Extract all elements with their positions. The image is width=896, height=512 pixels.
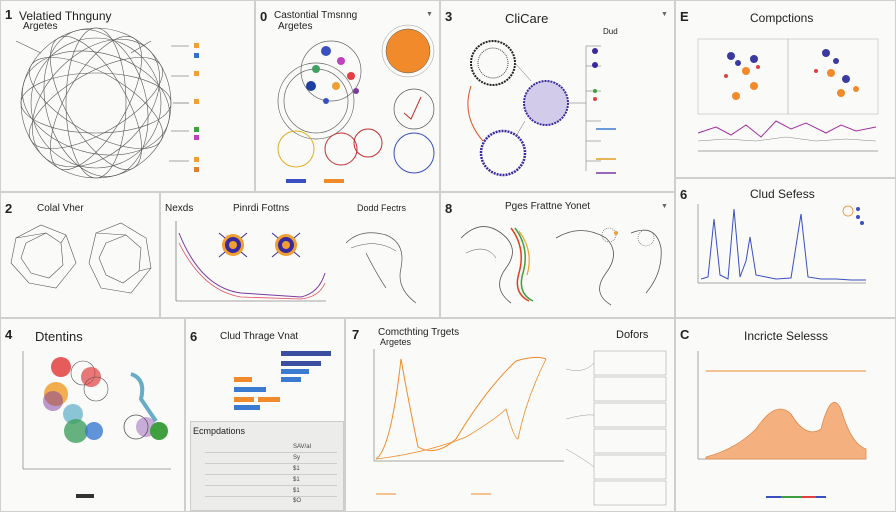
bar-orange: [234, 377, 252, 382]
panel-7-pges-frattne: 8 Pges Frattne Yonet ▼: [440, 192, 675, 318]
panel-number: 2: [5, 201, 13, 216]
panel-number: 4: [5, 327, 13, 342]
legend-swatch: [194, 157, 199, 162]
panel-title-mid: Pinrdi Fottns: [233, 203, 290, 214]
panel-title: Compctions: [750, 11, 814, 25]
legend-swatch: [194, 167, 199, 172]
panel-11-comcthting-trgets: 7 Comcthting Trgets Argetes Dofors: [345, 318, 675, 512]
orange-line-chart: [373, 349, 667, 506]
peak-line-chart: [697, 204, 866, 284]
compctions-diagram: [697, 38, 879, 152]
bar-blue: [281, 369, 309, 374]
table-row: Sy: [205, 455, 337, 464]
panel-9-dtentins: 4 Dtentins: [0, 318, 185, 512]
panel-title-left: Nexds: [165, 203, 194, 214]
table-row: $O: [293, 498, 302, 504]
panel-title: Incricte Selesss: [744, 329, 829, 343]
side-title: Dofors: [616, 329, 649, 341]
panel-number: 7: [352, 327, 360, 342]
bar-blue: [234, 405, 260, 410]
panel-header: Dud: [603, 27, 618, 36]
decay-chart-and-molecules: [175, 221, 417, 304]
panel-8-clud-sefess: 6 Clud Sefess: [675, 178, 896, 318]
chevron-down-icon[interactable]: ▼: [426, 11, 433, 18]
panel-title: Velatied Thnguny: [19, 9, 112, 23]
panel-4-compctions: E Compctions: [675, 0, 896, 178]
bar-dark-blue: [281, 351, 331, 356]
panel-1-velatied-thnguny: 1 Velatied Thnguny Argetes: [0, 0, 255, 192]
panel-title: Clud Sefess: [750, 187, 815, 201]
cell-network-diagram: [467, 40, 616, 177]
rosette-diagram: [15, 27, 189, 179]
panel-12-incricte-selesss: C Incricte Selesss: [675, 318, 896, 512]
area-chart: [697, 351, 867, 498]
panel-title: Comcthting Trgets: [378, 327, 460, 338]
panel-subtitle: Argetes: [380, 337, 412, 347]
panel-number: 8: [445, 201, 453, 216]
table-row: $1: [205, 488, 337, 497]
protein-strands-diagram: [460, 226, 662, 306]
table-row: SAV/al: [205, 444, 337, 453]
panel-3-clicare: 3 CliCare Dud ▼: [440, 0, 675, 192]
bar-dark-blue: [281, 361, 321, 366]
bar-blue: [281, 377, 301, 382]
panel-number: 6: [680, 187, 688, 202]
panel-number: 3: [445, 9, 453, 24]
panel-title: Colal Vher: [37, 203, 84, 214]
panel-title: CliCare: [505, 11, 549, 26]
chevron-down-icon[interactable]: ▼: [661, 203, 668, 210]
table-row: $1: [205, 477, 337, 486]
legend-swatch: [194, 53, 199, 58]
chevron-down-icon[interactable]: ▼: [661, 11, 668, 18]
panel-subtitle: Argetes: [278, 21, 313, 32]
panel-number: E: [680, 9, 689, 24]
panel-number: 6: [190, 329, 198, 344]
panel-number: 0: [260, 9, 268, 24]
legend-swatch: [194, 71, 199, 76]
legend-swatch: [194, 99, 199, 104]
panel-10-clud-thrage-vnat: 6 Clud Thrage Vnat Ecmpdations SAV/al Sy…: [185, 318, 345, 512]
panel-title-right: Dodd Fectrs: [357, 203, 407, 213]
legend-swatch: [194, 127, 199, 132]
panel-number: 1: [5, 7, 13, 22]
panel-title: Castontial Tmsnng: [274, 10, 358, 21]
panel-5-colal-vher: 2 Colal Vher: [0, 192, 160, 318]
panel-title: Pges Frattne Yonet: [505, 201, 591, 212]
table-row: $1: [205, 466, 337, 475]
bar-orange: [258, 397, 280, 402]
bar-blue: [234, 387, 266, 392]
venn-bubble-chart: [22, 351, 171, 498]
panel-title: Clud Thrage Vnat: [220, 331, 299, 342]
panel-title: Dtentins: [35, 329, 83, 344]
legend-swatch: [194, 135, 199, 140]
bar-orange: [234, 397, 254, 402]
polyhedron-sketches: [10, 222, 152, 294]
panel-2-castontial-tmsnng: 0 Castontial Tmsnng Argetes ▼: [255, 0, 440, 192]
network-circles-diagram: [277, 24, 435, 183]
panel-subtitle: Argetes: [23, 21, 58, 32]
table-title: Ecmpdations: [193, 426, 246, 436]
table-panel: Ecmpdations SAV/al Sy $1 $1 $1 $O: [190, 421, 344, 511]
legend-swatch: [194, 43, 199, 48]
panel-6-nexds: Nexds Pinrdi Fottns Dodd Fectrs: [160, 192, 440, 318]
panel-number: C: [680, 327, 690, 342]
